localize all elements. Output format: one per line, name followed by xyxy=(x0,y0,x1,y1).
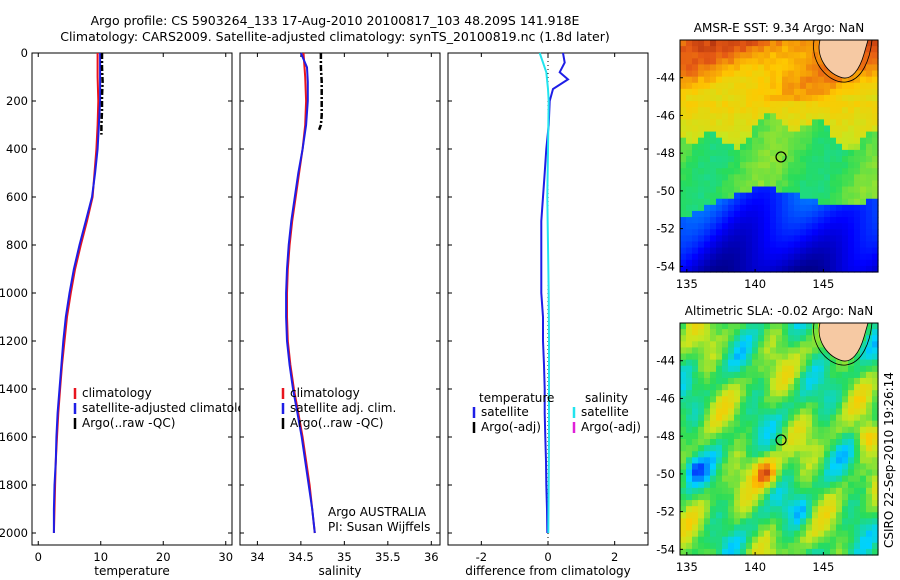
salinity-chart: 34 34.5 35 35.5 36 salinity climatologysatelli… xyxy=(239,52,441,578)
salinity-xlabel: salinity xyxy=(318,564,361,578)
sst-map-lat-label: -48 xyxy=(656,146,675,160)
difference-xtick-label: 2 xyxy=(611,550,618,564)
sla-map-lat-label: -50 xyxy=(656,467,675,481)
sst-map-cells xyxy=(680,40,879,273)
salinity-legend-label: Argo(..raw -QC) xyxy=(290,416,383,430)
depth-tick-label: 800 xyxy=(6,238,28,252)
temperature-legend-label: climatology xyxy=(82,386,152,400)
difference-series-temperature-satellite xyxy=(540,52,570,534)
depth-tick-label: 400 xyxy=(6,142,28,156)
difference-xlabel: difference from climatology xyxy=(465,564,631,578)
depth-tick-label: 1200 xyxy=(0,334,28,348)
temperature-plot-frame xyxy=(31,52,233,546)
salinity-plot-frame xyxy=(239,52,441,546)
sla-map-shelf-contour xyxy=(813,322,873,366)
figure-title-line1: Argo profile: CS 5903264_133 17-Aug-2010… xyxy=(90,13,580,28)
difference-xtick-label: 0 xyxy=(544,550,551,564)
diff-legend-label: satellite xyxy=(581,405,629,419)
sla-map: 135 140 145 -44 -46 -48 -50 -52 -54 Altimetric SL… xyxy=(656,304,879,574)
depth-tick-label: 1400 xyxy=(0,382,28,396)
sla-map-lat-label: -44 xyxy=(656,354,675,368)
sst-map-lat-label: -46 xyxy=(656,108,675,122)
sst-map-frame xyxy=(679,39,879,273)
salinity-xtick-label: 35 xyxy=(337,550,352,564)
sst-map-lat-label: -54 xyxy=(656,259,675,273)
temperature-series-satellite-adjusted-climatology xyxy=(52,53,102,533)
depth-tick-label: 200 xyxy=(6,94,28,108)
depth-tick-label: 600 xyxy=(6,190,28,204)
float-pi-annotation: PI: Susan Wijffels xyxy=(328,520,430,534)
salinity-xtick-label: 34 xyxy=(250,550,265,564)
sla-map-cells xyxy=(680,323,879,556)
sla-map-frame xyxy=(679,322,879,556)
sst-map-shelf-contour xyxy=(813,39,873,83)
diff-legend-label: Argo(-adj) xyxy=(581,420,641,434)
sst-map-landmass xyxy=(818,39,869,79)
temperature-xtick-label: 0 xyxy=(35,550,42,564)
temperature-xlabel: temperature xyxy=(94,564,169,578)
sst-map-lon-label: 140 xyxy=(744,277,766,291)
salinity-xtick-label: 36 xyxy=(424,550,439,564)
figure-title-line2: Climatology: CARS2009. Satellite-adjuste… xyxy=(60,29,610,44)
salinity-series-satellite-adj-clim- xyxy=(285,52,316,534)
difference-xtick-label: -2 xyxy=(476,550,487,564)
sst-map-lat-label: -52 xyxy=(656,222,675,236)
sla-map-lon-label: 135 xyxy=(676,560,698,574)
diff-legend-label: Argo(-adj) xyxy=(481,420,541,434)
timestamp-stamp: CSIRO 22-Sep-2010 19:26:14 xyxy=(882,372,896,548)
sst-map-lon-label: 135 xyxy=(676,277,698,291)
salinity-xtick-label: 35.5 xyxy=(375,550,401,564)
sla-map-lat-label: -46 xyxy=(656,391,675,405)
depth-tick-label: 1800 xyxy=(0,478,28,492)
sst-map-lat-label: -44 xyxy=(656,71,675,85)
sla-map-lat-label: -54 xyxy=(656,542,675,556)
sla-map-landmass xyxy=(818,322,869,362)
sla-map-lon-label: 145 xyxy=(812,560,834,574)
difference-series-salinity-satellite xyxy=(538,52,550,534)
salinity-legend-label: climatology xyxy=(290,386,360,400)
depth-tick-label: 1600 xyxy=(0,430,28,444)
sla-map-lat-label: -48 xyxy=(656,429,675,443)
sst-map-float-marker xyxy=(775,151,787,163)
diff-legend-temperature-title: temperature xyxy=(479,391,554,405)
sst-map-title: AMSR-E SST: 9.34 Argo: NaN xyxy=(694,21,864,35)
sla-map-lon-label: 140 xyxy=(744,560,766,574)
temperature-xtick-label: 10 xyxy=(93,550,108,564)
salinity-legend-label: satellite adj. clim. xyxy=(290,401,396,415)
sla-map-lat-label: -52 xyxy=(656,505,675,519)
temperature-xtick-label: 30 xyxy=(218,550,233,564)
sst-map-lat-label: -50 xyxy=(656,184,675,198)
temperature-legend-label: Argo(..raw -QC) xyxy=(82,416,175,430)
sla-map-float-marker xyxy=(775,434,787,446)
sst-map: 135 140 145 -44 -46 -48 -50 -52 -54 AMSR-E SST: 9… xyxy=(656,21,879,291)
depth-tick-label: 1000 xyxy=(0,286,28,300)
diff-legend-salinity-title: salinity xyxy=(585,391,628,405)
sst-map-lon-label: 145 xyxy=(812,277,834,291)
temperature-xtick-label: 20 xyxy=(156,550,171,564)
temperature-series-argo-raw-qc- xyxy=(100,53,104,135)
diff-legend-label: satellite xyxy=(481,405,529,419)
salinity-series-argo-raw-qc- xyxy=(317,53,323,131)
depth-tick-label: 2000 xyxy=(0,526,28,540)
temperature-chart: 0 200 400 600 800 1000 1200 1400 1600 1800 2000 0 10… xyxy=(0,46,260,578)
temperature-legend-label: satellite-adjusted climatology xyxy=(82,401,260,415)
sla-map-title: Altimetric SLA: -0.02 Argo: NaN xyxy=(685,304,873,318)
float-owner-annotation: Argo AUSTRALIA xyxy=(328,505,427,519)
salinity-xtick-label: 34.5 xyxy=(288,550,314,564)
depth-tick-label: 0 xyxy=(21,46,28,60)
